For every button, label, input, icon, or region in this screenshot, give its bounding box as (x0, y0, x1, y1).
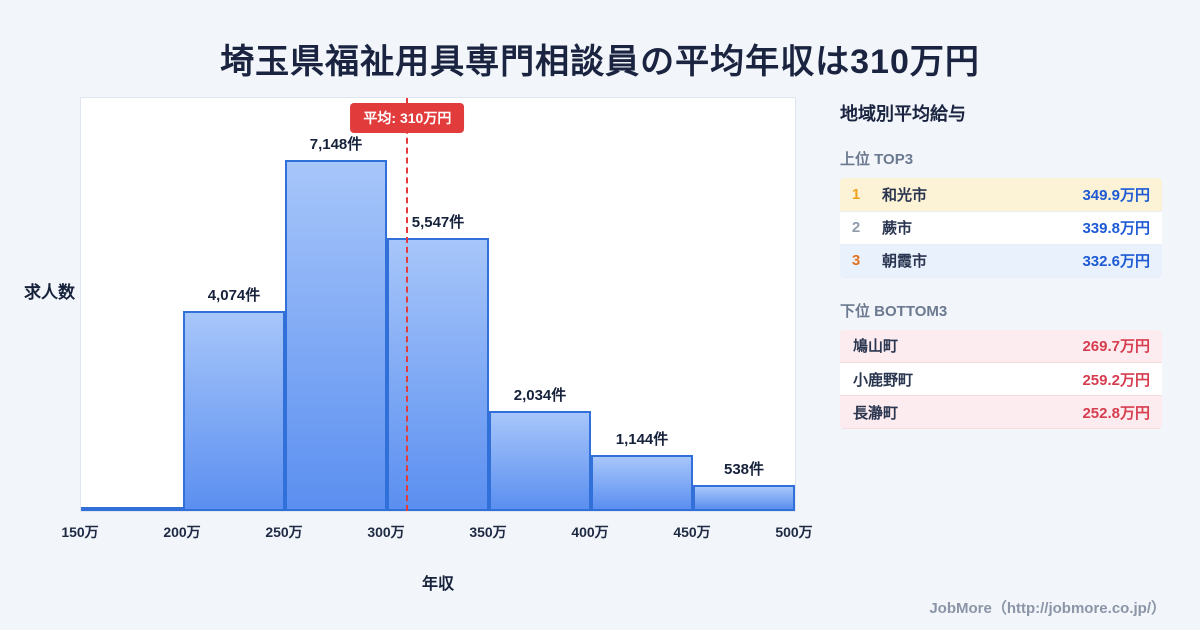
region-name: 長瀞町 (853, 404, 899, 422)
salary-value: 252.8万円 (1082, 404, 1150, 422)
bar-value-label: 5,547件 (411, 214, 465, 232)
x-tick-label: 450万 (673, 524, 711, 540)
bottom3-row: 長瀞町 252.8万円 (840, 395, 1162, 429)
x-tick-label: 150万 (61, 524, 99, 540)
histogram-bar (693, 484, 795, 511)
salary-value: 269.7万円 (1082, 338, 1150, 356)
plot-area: 平均: 310万円 4,074件 7,148件 5,547件 2,034件 1,144件… (80, 97, 796, 512)
bar-value-label: 2,034件 (513, 387, 567, 404)
region-name: 小鹿野町 (853, 371, 914, 389)
x-tick-label: 350万 (469, 524, 507, 540)
bar-value-label: 4,074件 (207, 286, 261, 304)
x-tick-label: 300万 (367, 524, 405, 540)
x-tick-label: 500万 (775, 524, 813, 540)
bar-value-label: 1,144件 (615, 430, 669, 448)
region-name: 鳩山町 (853, 338, 899, 356)
bottom3-row: 鳩山町 269.7万円 (840, 329, 1162, 363)
histogram-bar (387, 238, 489, 511)
region-name: 朝霞市 (882, 253, 928, 270)
bar-value-label: 538件 (723, 460, 765, 478)
page-title: 埼玉県福祉用具専門相談員の平均年収は310万円 (220, 43, 980, 81)
salary-value: 349.9万円 (1082, 186, 1150, 204)
histogram-bar (489, 411, 591, 511)
average-line (406, 98, 409, 511)
region-salary-panel: 地域別平均給与 上位 TOP3 1 和光市 349.9万円 2 蕨市 339.8万円 3 朝霞… (840, 100, 1162, 429)
x-tick-label: 200万 (163, 524, 201, 540)
salary-value: 332.6万円 (1082, 253, 1150, 270)
histogram-bar (285, 159, 387, 511)
histogram-bar (81, 507, 183, 511)
rank-cell: 1 (851, 185, 861, 203)
region-name: 和光市 (882, 186, 928, 204)
top3-row: 3 朝霞市 332.6万円 (840, 244, 1162, 277)
x-axis-ticks: 150万 200万 250万 300万 350万 400万 450万 500万 (61, 522, 812, 542)
bottom3-row: 小鹿野町 259.2万円 (840, 362, 1162, 396)
top3-row: 1 和光市 349.9万円 (840, 178, 1162, 211)
x-tick-label: 400万 (571, 524, 609, 540)
bottom3-table: 鳩山町 269.7万円小鹿野町 259.2万円長瀞町 252.8万円 (840, 329, 1162, 430)
average-badge: 平均: 310万円 (350, 103, 465, 133)
x-axis-label: 年収 (421, 576, 454, 593)
footer-credit: JobMore（http://jobmore.co.jp/） (929, 600, 1166, 617)
top3-table: 1 和光市 349.9万円 2 蕨市 339.8万円 3 朝霞市 332.6万円 (840, 178, 1162, 278)
histogram-bar (183, 310, 285, 511)
bar-value-label: 7,148件 (309, 135, 363, 153)
panel-title: 地域別平均給与 (840, 104, 966, 124)
histogram-bar (591, 454, 693, 511)
x-tick-label: 250万 (265, 524, 303, 540)
bottom3-heading: 下位 BOTTOM3 (840, 302, 948, 320)
top3-row: 2 蕨市 339.8万円 (840, 211, 1162, 244)
rank-cell: 3 (851, 252, 861, 269)
salary-value: 259.2万円 (1082, 371, 1150, 389)
region-name: 蕨市 (882, 220, 913, 237)
rank-cell: 2 (851, 219, 861, 236)
top3-heading: 上位 TOP3 (840, 151, 914, 168)
y-axis-label: 求人数 (24, 283, 75, 302)
salary-value: 339.8万円 (1082, 220, 1150, 237)
